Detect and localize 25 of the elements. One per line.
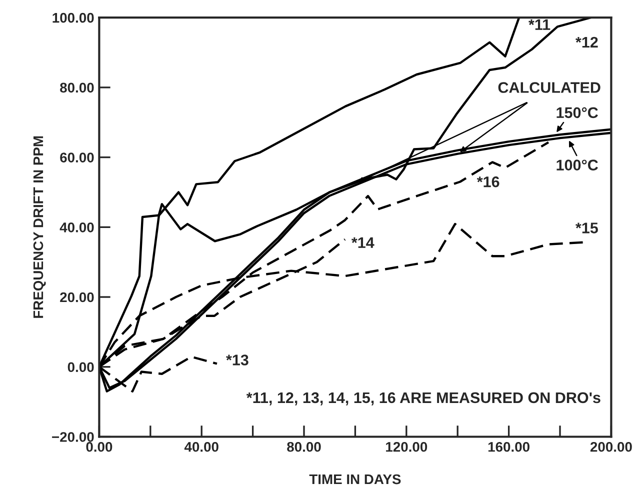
y-tick-label: 80.00 — [60, 82, 94, 93]
y-tick-label: 60.00 — [60, 152, 94, 162]
annotation: *11 — [528, 19, 550, 30]
annotation: *11, 12, 13, 14, 15, 16 ARE MEASURED ON DRO's — [246, 392, 600, 406]
annotation: *15 — [576, 222, 598, 234]
annotation: *16 — [476, 176, 500, 188]
x-tick-label: 160.00 — [488, 442, 530, 452]
y-tick-label: 20.00 — [60, 292, 94, 302]
x-tick-label: 120.00 — [386, 442, 428, 452]
x-tick-label: 200.00 — [590, 442, 632, 452]
y-tick-label: −20.00 — [52, 432, 94, 442]
y-axis-title: FREQUENCY DRIFT IN PPM — [33, 136, 46, 318]
x-tick-label: 40.00 — [184, 442, 218, 452]
annotation: 100°C — [556, 160, 598, 170]
y-tick-label: 0.00 — [68, 362, 94, 372]
annotation: *13 — [226, 354, 248, 366]
annotation: *14 — [351, 237, 374, 248]
y-tick-label: 40.00 — [60, 222, 94, 232]
x-tick-label: 80.00 — [287, 442, 321, 452]
x-axis-title: TIME IN DAYS — [309, 474, 401, 484]
x-tick-label: 0.00 — [86, 442, 112, 452]
annotation: *12 — [576, 36, 598, 48]
y-tick-label: 100.00 — [52, 12, 94, 23]
annotation: CALCULATED — [498, 82, 600, 93]
annotation: 150°C — [556, 107, 598, 118]
